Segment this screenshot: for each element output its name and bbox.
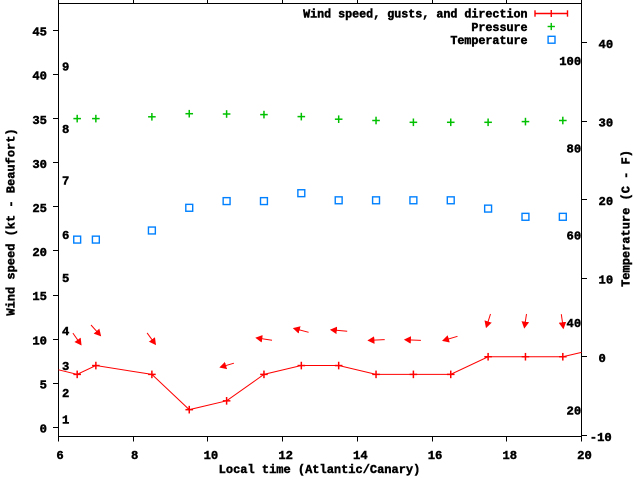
svg-text:Wind speed, gusts, and directi: Wind speed, gusts, and direction <box>303 8 527 22</box>
svg-text:20: 20 <box>32 246 47 260</box>
svg-text:20: 20 <box>599 195 614 209</box>
svg-text:40: 40 <box>32 70 47 84</box>
svg-text:4: 4 <box>62 325 69 339</box>
svg-text:18: 18 <box>502 449 517 463</box>
svg-text:7: 7 <box>62 175 69 189</box>
svg-text:Temperature (C - F): Temperature (C - F) <box>620 150 634 287</box>
svg-text:30: 30 <box>599 116 614 130</box>
svg-text:Temperature: Temperature <box>450 34 527 48</box>
svg-text:10: 10 <box>204 449 219 463</box>
svg-text:12: 12 <box>278 449 293 463</box>
svg-text:35: 35 <box>32 114 47 128</box>
svg-text:8: 8 <box>62 123 69 137</box>
svg-text:15: 15 <box>32 290 47 304</box>
svg-text:100: 100 <box>559 55 581 69</box>
svg-text:14: 14 <box>353 449 368 463</box>
svg-text:10: 10 <box>32 334 47 348</box>
svg-text:80: 80 <box>567 142 582 156</box>
svg-text:20: 20 <box>577 449 592 463</box>
svg-text:5: 5 <box>40 378 47 392</box>
svg-text:5: 5 <box>62 272 69 286</box>
svg-text:8: 8 <box>131 449 138 463</box>
svg-text:Pressure: Pressure <box>471 21 527 35</box>
svg-text:40: 40 <box>567 317 582 331</box>
svg-text:0: 0 <box>599 352 606 366</box>
svg-text:45: 45 <box>32 26 47 40</box>
svg-text:Wind speed (kt - Beaufort): Wind speed (kt - Beaufort) <box>5 128 19 315</box>
svg-text:Local time (Atlantic/Canary): Local time (Atlantic/Canary) <box>219 463 421 477</box>
svg-text:9: 9 <box>62 60 69 74</box>
svg-text:3: 3 <box>62 360 69 374</box>
svg-text:2: 2 <box>62 387 69 401</box>
svg-text:25: 25 <box>32 202 47 216</box>
svg-text:-10: -10 <box>590 431 612 445</box>
svg-text:6: 6 <box>56 449 63 463</box>
svg-text:0: 0 <box>40 423 47 437</box>
svg-text:10: 10 <box>599 274 614 288</box>
svg-text:6: 6 <box>62 229 69 243</box>
svg-text:16: 16 <box>428 449 443 463</box>
svg-text:1: 1 <box>62 413 69 427</box>
svg-text:30: 30 <box>32 158 47 172</box>
svg-text:60: 60 <box>567 230 582 244</box>
svg-text:40: 40 <box>599 38 614 52</box>
svg-text:20: 20 <box>567 404 582 418</box>
